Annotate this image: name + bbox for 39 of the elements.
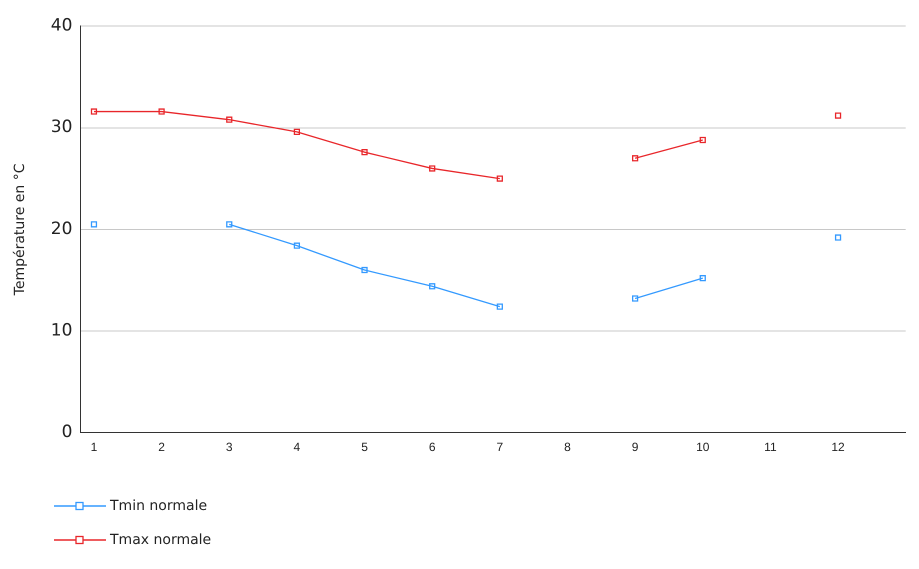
- point: [496, 175, 503, 182]
- point: [632, 155, 638, 162]
- point: [700, 275, 706, 282]
- y-tick-label: 30: [50, 117, 72, 138]
- point: [158, 108, 165, 115]
- x-tick-label: 2: [158, 440, 166, 454]
- x-tick-label: 7: [496, 440, 504, 454]
- y-axis-title: Température en °C: [12, 163, 28, 296]
- y-tick-label: 0: [62, 422, 72, 442]
- legend-label: Tmin normale: [110, 498, 208, 514]
- point: [496, 303, 503, 310]
- x-tick-label: 1: [90, 440, 98, 454]
- y-tick-label: 40: [50, 16, 72, 36]
- point: [429, 165, 436, 172]
- point: [226, 221, 232, 228]
- point: [429, 283, 436, 290]
- x-tick-label: 5: [361, 440, 368, 454]
- x-tick-label: 12: [831, 440, 846, 454]
- point: [294, 242, 300, 249]
- point: [361, 149, 368, 156]
- point: [700, 136, 706, 144]
- x-tick-label: 9: [632, 440, 639, 454]
- y-tick-label: 10: [50, 320, 72, 340]
- x-tick-label: 10: [696, 440, 710, 454]
- point: [361, 266, 368, 274]
- x-tick-label: 4: [294, 440, 301, 454]
- x-tick-label: 11: [764, 440, 777, 454]
- point: [632, 295, 638, 302]
- x-tick-label: 3: [226, 440, 233, 454]
- point: [294, 128, 300, 135]
- x-tick-label: 8: [564, 440, 572, 454]
- point: [834, 234, 842, 241]
- point: [226, 116, 232, 123]
- y-tick-label: 20: [50, 218, 72, 239]
- point: [90, 221, 98, 228]
- x-tick-label: 6: [428, 440, 436, 454]
- point: [834, 112, 842, 119]
- point: [90, 108, 98, 115]
- legend-label: Tmax normale: [110, 532, 212, 548]
